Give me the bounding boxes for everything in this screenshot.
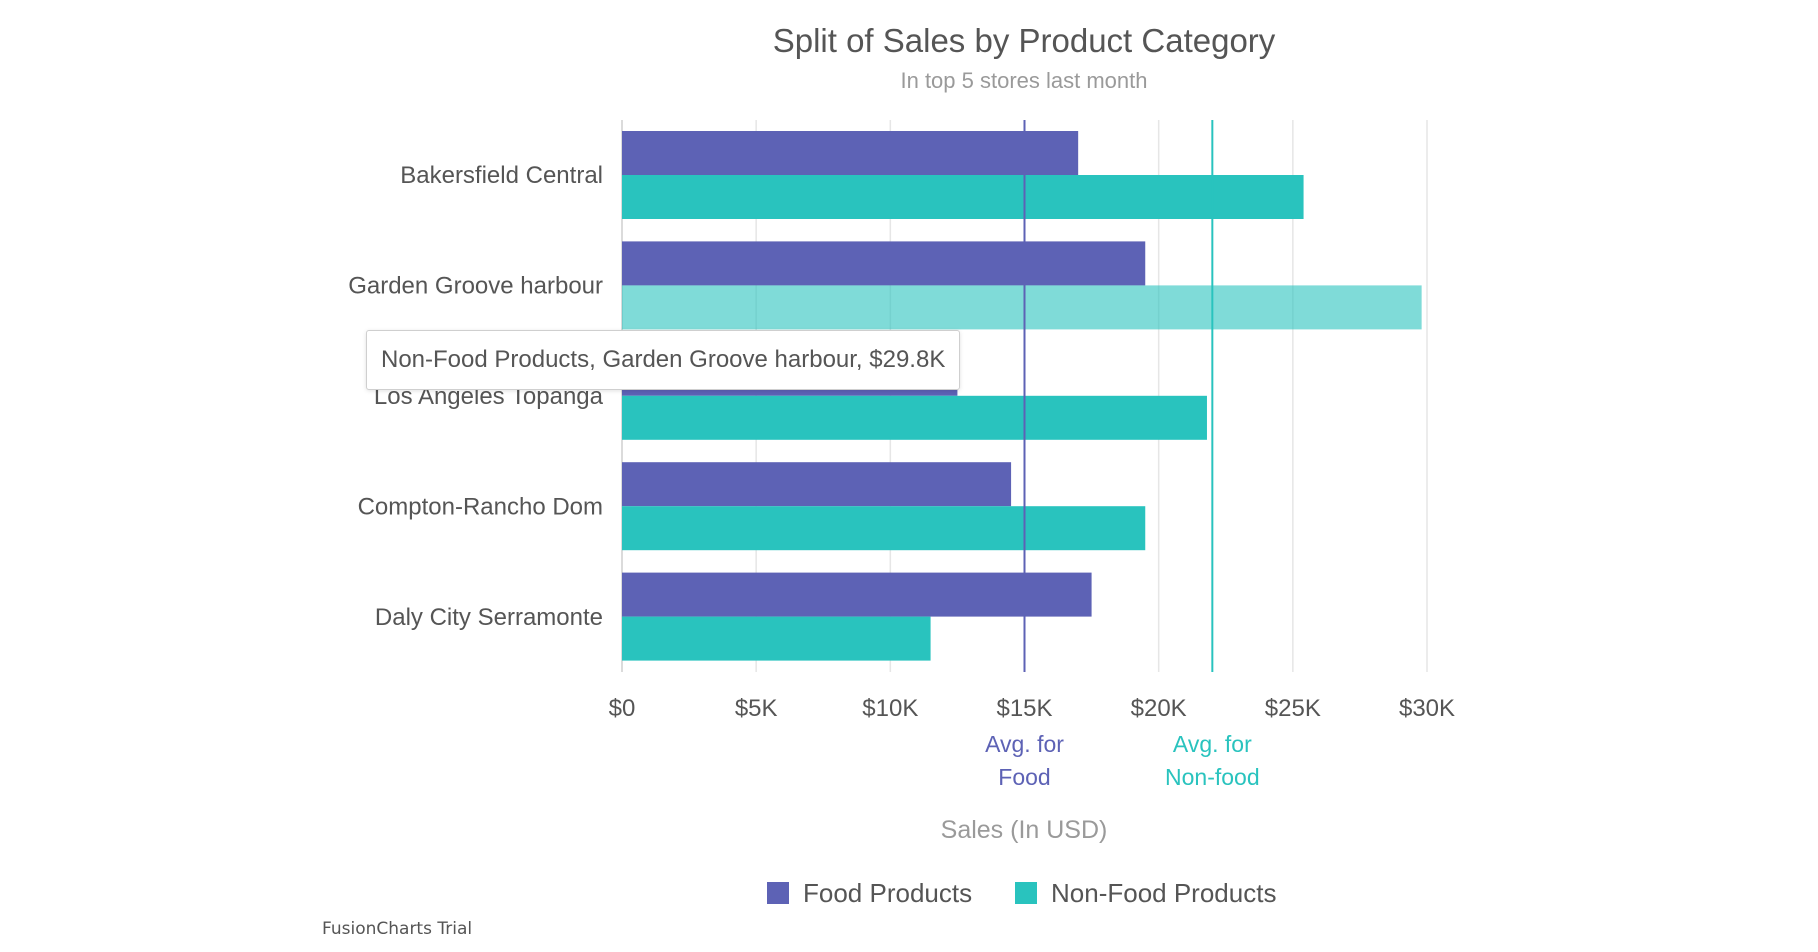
chart-subtitle: In top 5 stores last month (900, 68, 1147, 93)
category-labels: Bakersfield Central Garden Groove harbour… (348, 162, 603, 631)
bar-non-food-4[interactable] (622, 616, 931, 661)
watermark-text: FusionCharts Trial (322, 919, 472, 939)
trend-label-1-line1: Avg. for (1173, 731, 1252, 757)
bar-food-0[interactable] (622, 131, 1079, 175)
x-axis-title: Sales (In USD) (941, 816, 1108, 844)
x-tick-label-3: $15K (996, 695, 1052, 722)
tooltip: Non-Food Products, Garden Groove harbour… (366, 330, 961, 390)
x-tick-label-0: $0 (609, 695, 636, 722)
legend: Food Products Non-Food Products (767, 878, 1276, 908)
x-tick-label-1: $5K (735, 695, 778, 722)
category-label-4: Daly City Serramonte (375, 604, 603, 631)
legend-swatch-1[interactable] (1015, 882, 1037, 904)
chart-title: Split of Sales by Product Category (773, 22, 1276, 59)
x-tick-label-5: $25K (1265, 695, 1321, 722)
bar-non-food-3[interactable] (622, 506, 1146, 551)
bars (622, 131, 1422, 661)
trend-label-0-line2: Food (998, 764, 1050, 790)
legend-label-1[interactable]: Non-Food Products (1051, 878, 1276, 908)
bar-non-food-0[interactable] (622, 175, 1304, 219)
bar-food-4[interactable] (622, 572, 1092, 617)
bar-food-1[interactable] (622, 241, 1146, 286)
bar-food-3[interactable] (622, 462, 1012, 507)
x-tick-label-4: $20K (1131, 695, 1187, 722)
legend-swatch-0[interactable] (767, 882, 789, 904)
trend-label-1-line2: Non-food (1165, 764, 1260, 790)
bar-non-food-2[interactable] (622, 395, 1207, 440)
x-tick-label-6: $30K (1399, 695, 1455, 722)
category-label-3: Compton-Rancho Dom (358, 493, 603, 520)
x-axis-ticks: $0 $5K $10K $15K $20K $25K $30K (609, 695, 1455, 722)
trend-label-0-line1: Avg. for (985, 731, 1064, 757)
x-tick-label-2: $10K (862, 695, 918, 722)
category-label-0: Bakersfield Central (400, 162, 603, 189)
bar-non-food-1[interactable] (622, 285, 1422, 330)
trend-lines: Avg. for Food Avg. for Non-food (985, 120, 1260, 790)
category-label-1: Garden Groove harbour (348, 273, 603, 300)
legend-label-0[interactable]: Food Products (803, 878, 972, 908)
